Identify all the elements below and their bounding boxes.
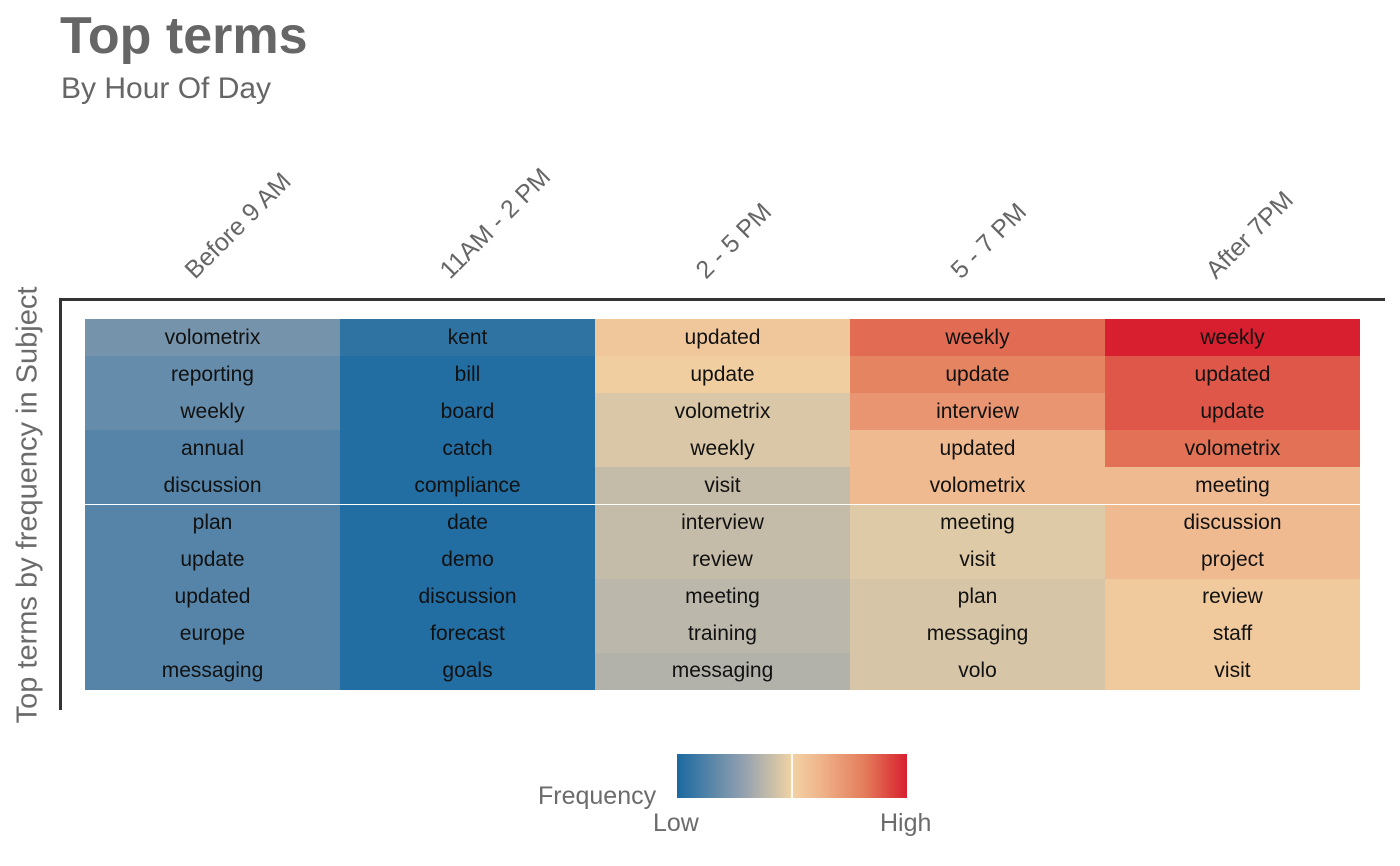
legend-low-label: Low — [653, 809, 699, 837]
heatmap-cell: europe — [85, 615, 340, 653]
heatmap-cell: plan — [85, 504, 340, 542]
heatmap-cell: messaging — [85, 652, 340, 690]
heatmap-cell: review — [1105, 578, 1360, 616]
heatmap-cell: visit — [1105, 652, 1360, 690]
heatmap-cell: project — [1105, 541, 1360, 579]
heatmap-cell: annual — [85, 430, 340, 468]
heatmap-cell: visit — [595, 467, 850, 505]
heatmap-cell: update — [850, 356, 1105, 394]
heatmap-cell: meeting — [1105, 467, 1360, 505]
chart-title: Top terms — [60, 7, 308, 65]
heatmap-cell: meeting — [595, 578, 850, 616]
heatmap-cell: volo — [850, 652, 1105, 690]
heatmap-cell: update — [1105, 393, 1360, 431]
heatmap-cell: training — [595, 615, 850, 653]
heatmap-cell: update — [595, 356, 850, 394]
legend-color-bar — [677, 754, 907, 798]
y-axis-label: Top terms by frequency in Subject — [11, 286, 44, 724]
heatmap-cell: plan — [850, 578, 1105, 616]
heatmap-cell: meeting — [850, 504, 1105, 542]
heatmap-cell: forecast — [340, 615, 595, 653]
heatmap-cell: messaging — [850, 615, 1105, 653]
heatmap-cell: review — [595, 541, 850, 579]
heatmap-cell: interview — [850, 393, 1105, 431]
heatmap-cell: interview — [595, 504, 850, 542]
legend-high-label: High — [880, 809, 932, 837]
heatmap-cell: updated — [1105, 356, 1360, 394]
heatmap-cell: kent — [340, 319, 595, 357]
column-header: 11AM - 2 PM — [434, 162, 557, 285]
column-header: Before 9 AM — [179, 167, 297, 285]
heatmap-cell: weekly — [1105, 319, 1360, 357]
heatmap-cell: reporting — [85, 356, 340, 394]
top-axis-line — [60, 298, 1385, 301]
heatmap-cell: demo — [340, 541, 595, 579]
column-header: 2 - 5 PM — [690, 197, 778, 285]
heatmap-cell: updated — [850, 430, 1105, 468]
legend-tick — [791, 754, 793, 798]
chart-subtitle: By Hour Of Day — [61, 72, 272, 105]
heatmap-cell: weekly — [850, 319, 1105, 357]
column-header: 5 - 7 PM — [945, 197, 1033, 285]
heatmap-cell: updated — [595, 319, 850, 357]
heatmap-cell: staff — [1105, 615, 1360, 653]
heatmap-cell: discussion — [340, 578, 595, 616]
left-axis-line — [59, 298, 62, 710]
heatmap-cell: compliance — [340, 467, 595, 505]
heatmap-cell: volometrix — [850, 467, 1105, 505]
heatmap-cell: messaging — [595, 652, 850, 690]
heatmap-cell: goals — [340, 652, 595, 690]
heatmap-cell: catch — [340, 430, 595, 468]
heatmap-cell: discussion — [85, 467, 340, 505]
heatmap-cell: visit — [850, 541, 1105, 579]
heatmap-grid: volometrix reporting weekly annual discussio… — [85, 319, 1360, 690]
heatmap-cell: weekly — [85, 393, 340, 431]
heatmap-cell: date — [340, 504, 595, 542]
heatmap-cell: update — [85, 541, 340, 579]
column-header: After 7PM — [1200, 185, 1299, 285]
legend-title: Frequency — [538, 782, 657, 810]
heatmap-cell: bill — [340, 356, 595, 394]
heatmap-cell: volometrix — [595, 393, 850, 431]
heatmap-cell: volometrix — [1105, 430, 1360, 468]
heatmap-cell: board — [340, 393, 595, 431]
heatmap-cell: weekly — [595, 430, 850, 468]
heatmap-cell: updated — [85, 578, 340, 616]
heatmap-cell: volometrix — [85, 319, 340, 357]
heatmap-cell: discussion — [1105, 504, 1360, 542]
